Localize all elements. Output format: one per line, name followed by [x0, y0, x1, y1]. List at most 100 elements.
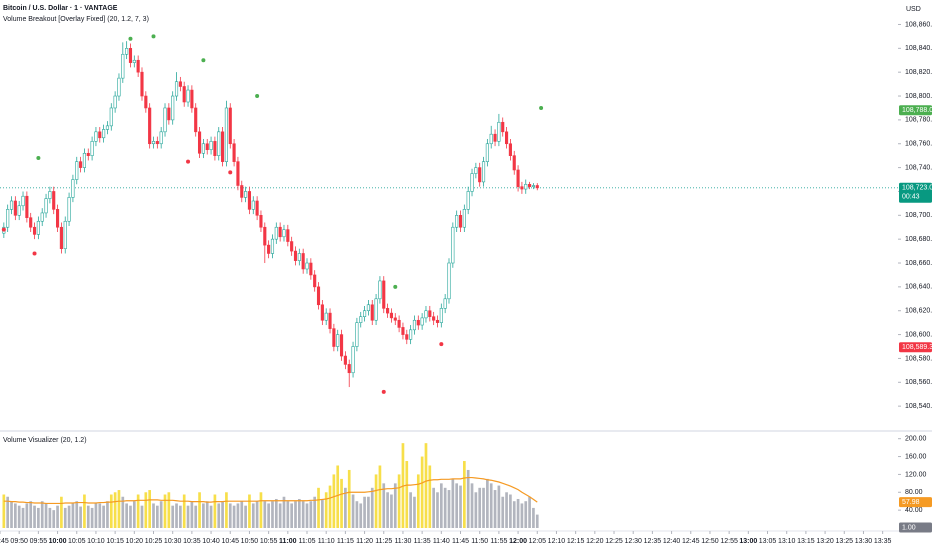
volume-bar: [397, 474, 401, 528]
candle-body: [355, 322, 359, 347]
volume-bar: [63, 507, 67, 528]
x-tick-label: 09:50: [10, 538, 28, 545]
volume-bar: [459, 485, 462, 528]
candle-body: [501, 121, 505, 133]
volume-bar: [443, 487, 447, 528]
volume-bar: [232, 505, 236, 528]
candle-body: [458, 215, 463, 228]
candle-body: [163, 107, 167, 133]
y-tick-label: 108,840.00: [905, 45, 932, 52]
candle-body: [528, 183, 532, 187]
candle-body: [40, 212, 44, 222]
volume-bar: [179, 505, 182, 528]
candle-body: [320, 304, 324, 321]
volume-bar: [37, 507, 40, 528]
candle-body: [462, 209, 466, 228]
volume-bar: [489, 483, 493, 528]
candle-body: [109, 107, 113, 127]
volume-bar: [436, 492, 439, 528]
volume-bar: [17, 505, 21, 528]
volume-bar: [67, 505, 71, 528]
candle-body: [363, 310, 367, 317]
x-tick-label: 11:20: [356, 538, 373, 545]
candle-body: [236, 161, 240, 186]
signal-dot: [201, 58, 206, 63]
candle-body: [94, 131, 98, 142]
volume-bar: [278, 503, 282, 528]
candle-body: [36, 220, 40, 235]
candle-body: [305, 262, 309, 270]
candle-body: [13, 200, 17, 216]
candle-body: [217, 131, 221, 156]
volume-bar: [14, 503, 17, 528]
y-tick-label: 108,820.00: [905, 69, 932, 76]
y-tick-label: 108,680.00: [905, 236, 932, 243]
volume-bar: [186, 505, 190, 528]
axis-unit: USD: [906, 6, 921, 13]
x-tick-label: 13:15: [797, 538, 815, 545]
volume-bar: [79, 506, 82, 528]
x-tick-label: 10:35: [183, 538, 201, 545]
signal-dot: [539, 105, 544, 110]
x-tick-label: 11:50: [471, 538, 488, 545]
candle-body: [397, 319, 401, 328]
signal-dot: [439, 342, 444, 347]
candle-body: [232, 143, 236, 162]
candle-body: [428, 310, 432, 317]
x-tick-label: 11:40: [433, 538, 450, 545]
x-tick-label: 10:40: [202, 538, 220, 545]
candle-body: [6, 209, 10, 228]
candle-body: [90, 141, 94, 156]
candle-body: [48, 191, 52, 199]
x-tick-label: 11:00: [279, 538, 297, 545]
x-tick-label: 11:55: [490, 538, 507, 545]
candle-body: [82, 152, 86, 168]
volume-bar: [167, 492, 171, 528]
volume-bar: [344, 487, 347, 528]
volume-bar: [528, 496, 531, 528]
volume-bar: [351, 494, 355, 528]
volume-bar: [378, 465, 382, 528]
candle-body: [531, 185, 535, 187]
x-tick-label: 10:20: [126, 538, 144, 545]
candle-body: [178, 81, 182, 87]
volume-bar: [152, 503, 155, 528]
volume-bar: [102, 505, 105, 528]
price-tag-sublabel: 00:43: [902, 194, 920, 201]
candle-body: [347, 364, 351, 374]
x-tick-label: 13:00: [739, 538, 757, 545]
candle-body: [416, 319, 420, 326]
volume-bar: [228, 503, 232, 528]
y-tick-label: 108,620.00: [905, 308, 932, 315]
candle-body: [267, 244, 271, 254]
volume-bar: [267, 503, 270, 528]
signal-dot: [32, 251, 37, 256]
candle-body: [263, 226, 267, 246]
candle-body: [52, 191, 56, 210]
volume-bar: [75, 501, 79, 528]
candle-body: [125, 48, 129, 55]
volume-bar: [297, 498, 301, 528]
signal-dot: [255, 94, 260, 99]
signal-dot: [128, 36, 133, 41]
volume-bar: [274, 498, 278, 528]
volume-bar: [355, 501, 359, 528]
volume-bar: [497, 485, 501, 528]
volume-bar: [202, 503, 205, 528]
volume-bar: [56, 505, 59, 528]
volume-bar: [175, 503, 178, 528]
candle-body: [497, 121, 501, 142]
volume-bar: [194, 505, 198, 528]
volume-bar: [470, 483, 474, 528]
volume-bar: [163, 494, 167, 528]
candle-body: [328, 312, 332, 329]
y-tick-label: 108,640.00: [905, 284, 932, 291]
price-tag: [899, 497, 932, 508]
x-tick-label: 10:00: [49, 538, 67, 545]
x-tick-label: 12:30: [624, 538, 642, 545]
y-tick-label: 108,860.00: [905, 21, 932, 28]
candle-body: [524, 183, 528, 190]
y-tick-label: 200.00: [905, 436, 927, 443]
volume-bar: [125, 503, 128, 528]
volume-bar: [486, 478, 489, 528]
